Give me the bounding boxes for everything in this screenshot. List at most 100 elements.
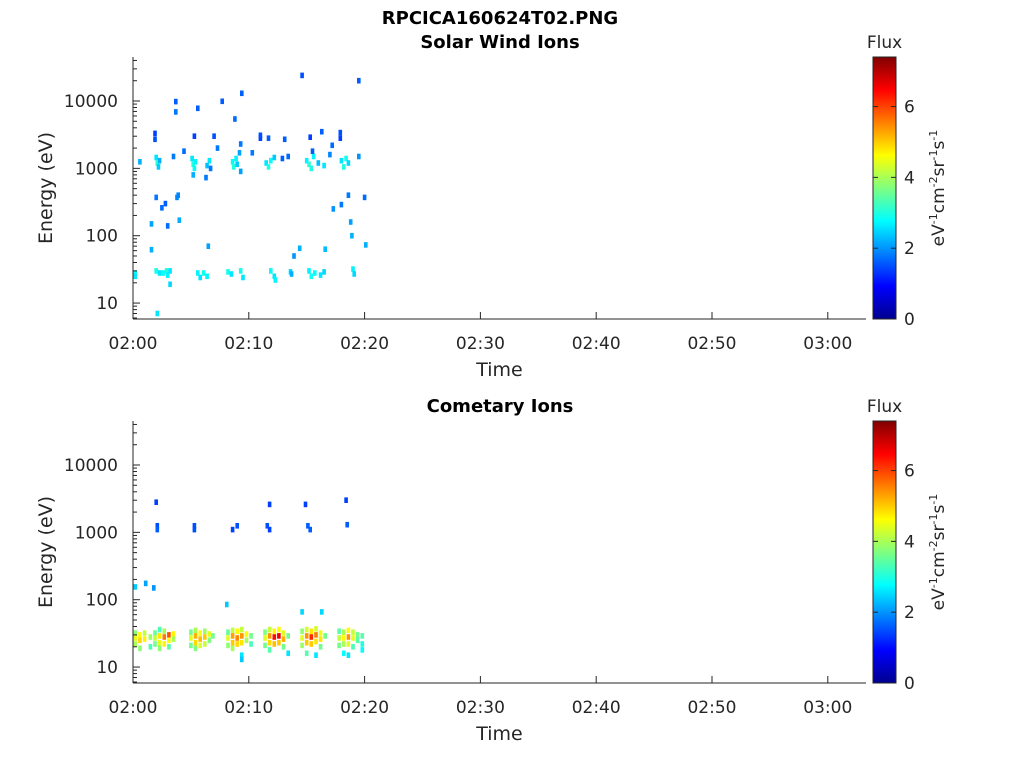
heatmap-cell [191, 172, 195, 178]
heatmap-cell [286, 633, 290, 639]
heatmap-cell [235, 628, 239, 635]
heatmap-cell [204, 174, 208, 181]
heatmap-cell [266, 164, 271, 170]
heatmap-cell [309, 165, 314, 172]
heatmap-cell [157, 639, 162, 646]
heatmap-cell [307, 161, 311, 168]
heatmap-cell [203, 628, 207, 635]
x-tick-label: 02:30 [456, 698, 505, 718]
heatmap-cell [207, 631, 212, 637]
heatmap-cell [203, 641, 207, 647]
heatmap-cell [272, 628, 277, 635]
heatmap-cell [230, 645, 235, 652]
heatmap-cell [206, 243, 211, 249]
heatmap-cell [286, 153, 290, 160]
heatmap-cell [344, 497, 348, 503]
heatmap-cell [360, 633, 365, 639]
unit-exponent: -1 [927, 577, 940, 588]
heatmap-cell [207, 637, 212, 644]
heatmap-cell [230, 639, 235, 646]
heatmap-cell [201, 270, 206, 276]
heatmap-cell [155, 310, 160, 317]
heatmap-cell [300, 642, 304, 649]
heatmap-cell [328, 151, 332, 158]
heatmap-cell [351, 635, 355, 641]
unit-exponent: -1 [927, 130, 940, 141]
heatmap-cell [171, 636, 176, 642]
heatmap-cell [154, 154, 158, 161]
y-tick-label: 100 [86, 227, 118, 247]
unit-base: sr [929, 524, 949, 540]
heatmap-cell [342, 164, 346, 170]
colorbar-tick-label: 4 [904, 532, 915, 552]
heatmap-cell [212, 133, 216, 139]
heatmap-cell [346, 627, 351, 634]
heatmap-cell [318, 630, 323, 636]
heatmap-cell [249, 633, 253, 639]
heatmap-cell [155, 160, 160, 166]
heatmap-cell [309, 273, 314, 280]
heatmap-cell [193, 627, 198, 634]
heatmap-cell [138, 637, 142, 644]
heatmap-cell [168, 268, 172, 274]
heatmap-cell [167, 644, 171, 650]
heatmap-cell [265, 523, 270, 529]
unit-exponent: -1 [927, 494, 940, 505]
heatmap-cell [133, 273, 138, 280]
heatmap-cell [282, 136, 287, 143]
heatmap-cell [355, 632, 360, 638]
heatmap-cell [171, 631, 176, 637]
heatmap-cell [269, 157, 273, 164]
heatmap-cell [165, 223, 170, 229]
heatmap-cell [163, 200, 168, 207]
colorbar-gradient [872, 56, 897, 320]
heatmap-cell [316, 160, 321, 166]
heatmap-cell [235, 635, 239, 641]
y-tick-label: 1000 [75, 159, 118, 179]
y-axis-label: Energy (eV) [35, 496, 57, 608]
x-axis-label: Time [475, 723, 523, 745]
heatmap-cell [338, 129, 343, 136]
heatmap-cell [161, 270, 165, 276]
heatmap-cell [157, 157, 162, 164]
x-tick-label: 02:00 [109, 334, 158, 354]
heatmap-cell [346, 634, 351, 640]
heatmap-cell [304, 157, 309, 164]
heatmap-cell [318, 272, 323, 278]
y-axis-label: Energy (eV) [35, 132, 57, 244]
heatmap-cell [190, 155, 194, 162]
heatmap-cell [230, 526, 235, 533]
heatmap-cell [226, 635, 230, 641]
unit-exponent: -1 [927, 514, 940, 525]
heatmap-cell [198, 642, 202, 649]
heatmap-cell [157, 270, 162, 276]
heatmap-cell [300, 72, 304, 79]
panel-1: Solar Wind Ions 02:00 02:10 02:20 02:30 02:40… [35, 32, 949, 381]
heatmap-cell [155, 526, 160, 533]
x-tick-label: 02:50 [687, 334, 736, 354]
heatmap-cell [264, 160, 268, 166]
heatmap-cell [337, 642, 341, 649]
x-tick-label: 02:20 [340, 698, 389, 718]
heatmap-cell [318, 636, 323, 642]
heatmap-cell [189, 629, 193, 635]
panel-title: Solar Wind Ions [420, 32, 579, 53]
heatmap-cell [267, 526, 272, 533]
heatmap-cell [233, 116, 237, 122]
colorbar-tick-label: 6 [904, 462, 915, 482]
heatmap-cell [240, 652, 244, 658]
heatmap-cell [143, 580, 148, 587]
heatmap-cell [280, 155, 285, 162]
unit-base: cm [929, 187, 949, 213]
heatmap-cell [138, 159, 142, 165]
heatmap-cell [244, 631, 249, 637]
heatmap-cell [304, 633, 309, 639]
unit-exponent: -2 [927, 540, 940, 551]
heatmap-cell [309, 628, 314, 635]
heatmap-cell [193, 639, 198, 646]
heatmap-cell [277, 633, 281, 639]
heatmap-cell [318, 644, 323, 650]
heatmap-cell [272, 641, 277, 647]
